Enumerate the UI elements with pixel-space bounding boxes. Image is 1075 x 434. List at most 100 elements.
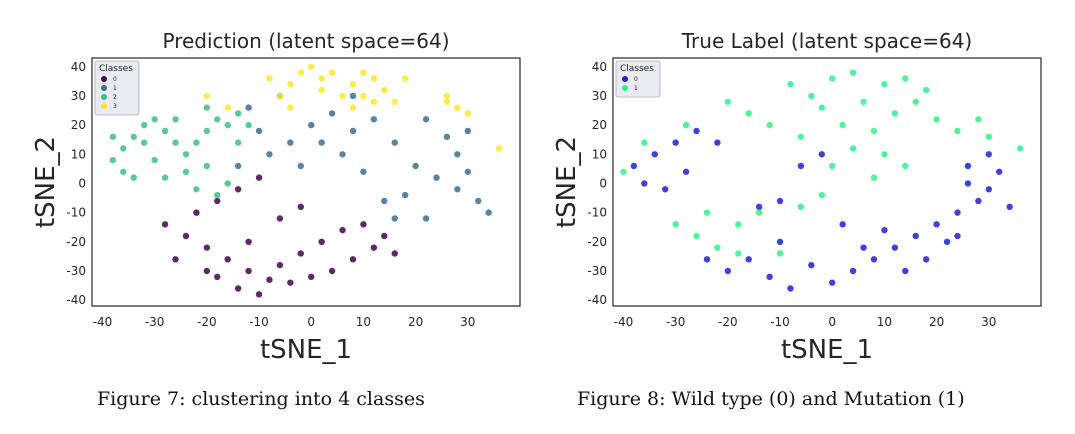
figure-8: True Label (latent space=64) -40 -30 -20 -10… (551, 0, 1061, 370)
scatter-point (120, 145, 127, 152)
scatter-point (349, 127, 357, 135)
y-tick-label: 10 (71, 147, 86, 161)
y-tick-label: 0 (599, 176, 607, 190)
scatter-point (255, 291, 263, 298)
scatter-point (214, 273, 221, 281)
scatter-point (297, 250, 304, 257)
scatter-point (161, 221, 169, 228)
scatter-point (245, 238, 252, 246)
scatter-point (829, 279, 836, 286)
x-tick-label: -30 (666, 315, 686, 329)
x-tick-label: -40 (614, 315, 634, 329)
scatter-point (672, 221, 679, 228)
scatter-point (870, 127, 878, 135)
legend-marker (622, 85, 628, 91)
scatter-point (485, 209, 492, 216)
scatter-point (339, 226, 346, 234)
legend-entry: 2 (113, 94, 117, 101)
scatter-point (151, 116, 158, 123)
scatter-point (161, 127, 169, 135)
scatter-point (1016, 145, 1024, 152)
legend-entry: 3 (113, 103, 117, 110)
scatter-point (360, 92, 367, 100)
scatter-point (130, 133, 137, 140)
y-tick-label: -20 (587, 235, 607, 249)
scatter-point (849, 145, 857, 152)
scatter-point (318, 139, 325, 146)
scatter-point (287, 139, 294, 146)
scatter-point (234, 110, 242, 117)
plot-area (91, 57, 521, 307)
scatter-point (735, 250, 742, 257)
plot-area (612, 57, 1042, 307)
scatter-point (818, 151, 825, 158)
scatter-point (401, 75, 409, 82)
scatter-point (495, 145, 503, 152)
scatter-point (120, 168, 127, 175)
scatter-point (933, 116, 940, 123)
y-tick-label: 30 (71, 89, 86, 103)
scatter-point (140, 121, 148, 129)
scatter-point (954, 209, 961, 216)
scatter-point (234, 285, 242, 292)
scatter-point (661, 186, 669, 193)
y-tick-label: -40 (66, 293, 86, 307)
x-tick-label: 20 (929, 315, 944, 329)
scatter-point (245, 104, 252, 111)
caption-figure-8: Figure 8: Wild type (0) and Mutation (1) (577, 388, 965, 410)
scatter-point (860, 98, 867, 105)
y-tick-label: 10 (592, 147, 607, 161)
scatter-point (276, 215, 284, 222)
scatter-point (1006, 203, 1013, 210)
y-axis-label: tSNE_2 (31, 136, 61, 228)
caption-figure-7: Figure 7: clustering into 4 classes (97, 388, 425, 410)
scatter-point (308, 63, 315, 70)
scatter-point (266, 276, 273, 283)
legend-entry: 0 (634, 76, 638, 83)
scatter-point (182, 232, 190, 240)
scatter-point (881, 81, 888, 88)
scatter-point (922, 86, 930, 94)
scatter-point (985, 186, 993, 193)
scatter-point (339, 151, 346, 158)
scatter-point (745, 110, 752, 117)
scatter-point (891, 244, 899, 251)
scatter-point (724, 267, 732, 275)
scatter-point (808, 92, 815, 100)
x-tick-label: -40 (93, 315, 113, 329)
scatter-point (203, 127, 211, 135)
x-tick-label: 0 (828, 315, 836, 329)
scatter-point (391, 98, 398, 105)
scatter-point (808, 261, 815, 269)
scatter-point (443, 98, 451, 105)
scatter-point (797, 162, 805, 170)
y-axis-label: tSNE_2 (552, 136, 582, 228)
scatter-point (360, 168, 367, 175)
legend-entry: 1 (634, 85, 638, 92)
scatter-point (255, 127, 263, 135)
scatter-point (328, 69, 336, 76)
scatter-point (381, 232, 388, 240)
scatter-point (370, 244, 378, 251)
y-tick-label: -30 (66, 264, 86, 278)
scatter-point (349, 81, 357, 88)
scatter-point (755, 209, 763, 216)
scatter-point (849, 267, 857, 275)
scatter-point (360, 221, 367, 228)
scatter-point (422, 116, 430, 123)
legend-marker (101, 103, 107, 109)
scatter-point (912, 232, 919, 240)
scatter-point (234, 162, 242, 170)
scatter-point (193, 209, 200, 216)
scatter-point (693, 127, 700, 135)
chart-title: True Label (latent space=64) (681, 29, 972, 53)
legend-entry: 0 (113, 76, 117, 83)
scatter-point (714, 244, 721, 251)
scatter-point (182, 151, 190, 158)
scatter-point (328, 110, 336, 117)
scatter-point (193, 139, 200, 146)
scatter-point (308, 273, 315, 281)
scatter-point (318, 86, 325, 94)
scatter-point (912, 98, 919, 105)
scatter-point (787, 285, 794, 292)
